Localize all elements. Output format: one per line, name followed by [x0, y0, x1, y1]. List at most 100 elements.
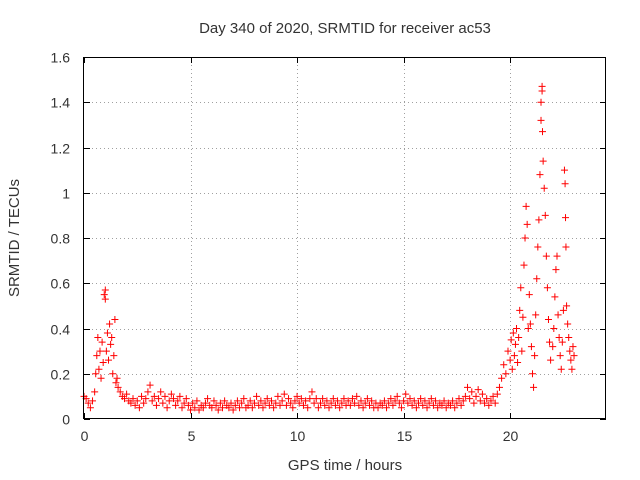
data-point	[507, 336, 515, 344]
data-point	[391, 397, 399, 405]
data-point	[161, 392, 169, 400]
data-point	[432, 397, 440, 405]
data-point	[201, 399, 209, 407]
data-point	[97, 374, 105, 382]
data-point	[404, 399, 412, 407]
data-point	[464, 383, 472, 391]
data-point	[508, 365, 516, 373]
data-point	[120, 395, 128, 403]
data-point	[509, 329, 517, 337]
data-point	[116, 388, 124, 396]
data-point	[123, 390, 131, 398]
data-point	[566, 347, 574, 355]
data-point	[417, 395, 425, 403]
data-point	[106, 320, 114, 328]
x-axis-label: GPS time / hours	[288, 457, 402, 474]
data-point	[176, 392, 184, 400]
data-point	[495, 383, 503, 391]
data-point	[563, 302, 571, 310]
data-point	[449, 397, 457, 405]
data-point	[478, 390, 486, 398]
data-point	[344, 397, 352, 405]
data-point	[539, 157, 547, 165]
data-point	[94, 334, 102, 342]
data-point	[329, 395, 337, 403]
data-point	[395, 399, 403, 407]
data-point	[96, 347, 104, 355]
y-tick-label: 0.8	[51, 231, 71, 247]
data-point	[131, 401, 139, 409]
data-point	[419, 401, 427, 409]
data-point	[528, 370, 536, 378]
data-point	[336, 404, 344, 412]
data-point	[348, 395, 356, 403]
data-point	[537, 116, 545, 124]
data-point	[502, 370, 510, 378]
data-point	[127, 399, 135, 407]
data-point	[558, 338, 566, 346]
data-point	[214, 406, 222, 414]
data-point	[393, 392, 401, 400]
data-point	[485, 401, 493, 409]
data-point	[204, 395, 212, 403]
y-tick-label: 1.2	[51, 141, 71, 157]
data-point	[289, 404, 297, 412]
data-point	[255, 401, 263, 409]
data-point	[101, 295, 109, 303]
data-point	[323, 397, 331, 405]
data-point	[169, 395, 177, 403]
data-point	[89, 397, 97, 405]
data-point	[148, 397, 156, 405]
data-point	[518, 347, 526, 355]
data-point	[537, 98, 545, 106]
data-point	[140, 399, 148, 407]
data-point	[415, 399, 423, 407]
data-point	[86, 404, 94, 412]
y-tick-label: 1.4	[51, 95, 71, 111]
y-tick-label: 0.4	[51, 322, 71, 338]
data-point	[129, 395, 137, 403]
data-point	[544, 315, 552, 323]
data-point	[546, 338, 554, 346]
data-point	[291, 397, 299, 405]
x-tick-label: 20	[503, 428, 519, 444]
data-point	[351, 399, 359, 407]
data-point	[542, 252, 550, 260]
data-point	[274, 392, 282, 400]
data-point	[557, 365, 565, 373]
data-point	[91, 388, 99, 396]
data-point	[191, 404, 199, 412]
data-point	[515, 334, 523, 342]
data-point	[493, 390, 501, 398]
data-point	[402, 390, 410, 398]
data-point	[101, 286, 109, 294]
data-point	[167, 390, 175, 398]
data-point	[389, 401, 397, 409]
chart-title: Day 340 of 2020, SRMTID for receiver ac5…	[199, 20, 491, 37]
data-point	[236, 404, 244, 412]
data-point	[440, 397, 448, 405]
data-point	[406, 395, 414, 403]
data-point	[429, 401, 437, 409]
y-tick-label: 0.2	[51, 367, 71, 383]
data-point	[474, 386, 482, 394]
x-tick-label: 0	[81, 428, 89, 444]
data-point	[410, 397, 418, 405]
data-point	[299, 401, 307, 409]
data-point	[321, 401, 329, 409]
data-point	[233, 397, 241, 405]
data-point	[238, 399, 246, 407]
data-point	[363, 395, 371, 403]
data-point	[195, 406, 203, 414]
data-point	[261, 399, 269, 407]
data-point	[498, 374, 506, 382]
data-point	[446, 401, 454, 409]
data-point	[533, 275, 541, 283]
data-point	[257, 397, 265, 405]
data-point	[500, 361, 508, 369]
x-tick-label: 5	[188, 428, 196, 444]
data-point	[366, 401, 374, 409]
data-point	[144, 388, 152, 396]
data-points	[80, 82, 578, 414]
data-point	[105, 356, 113, 364]
